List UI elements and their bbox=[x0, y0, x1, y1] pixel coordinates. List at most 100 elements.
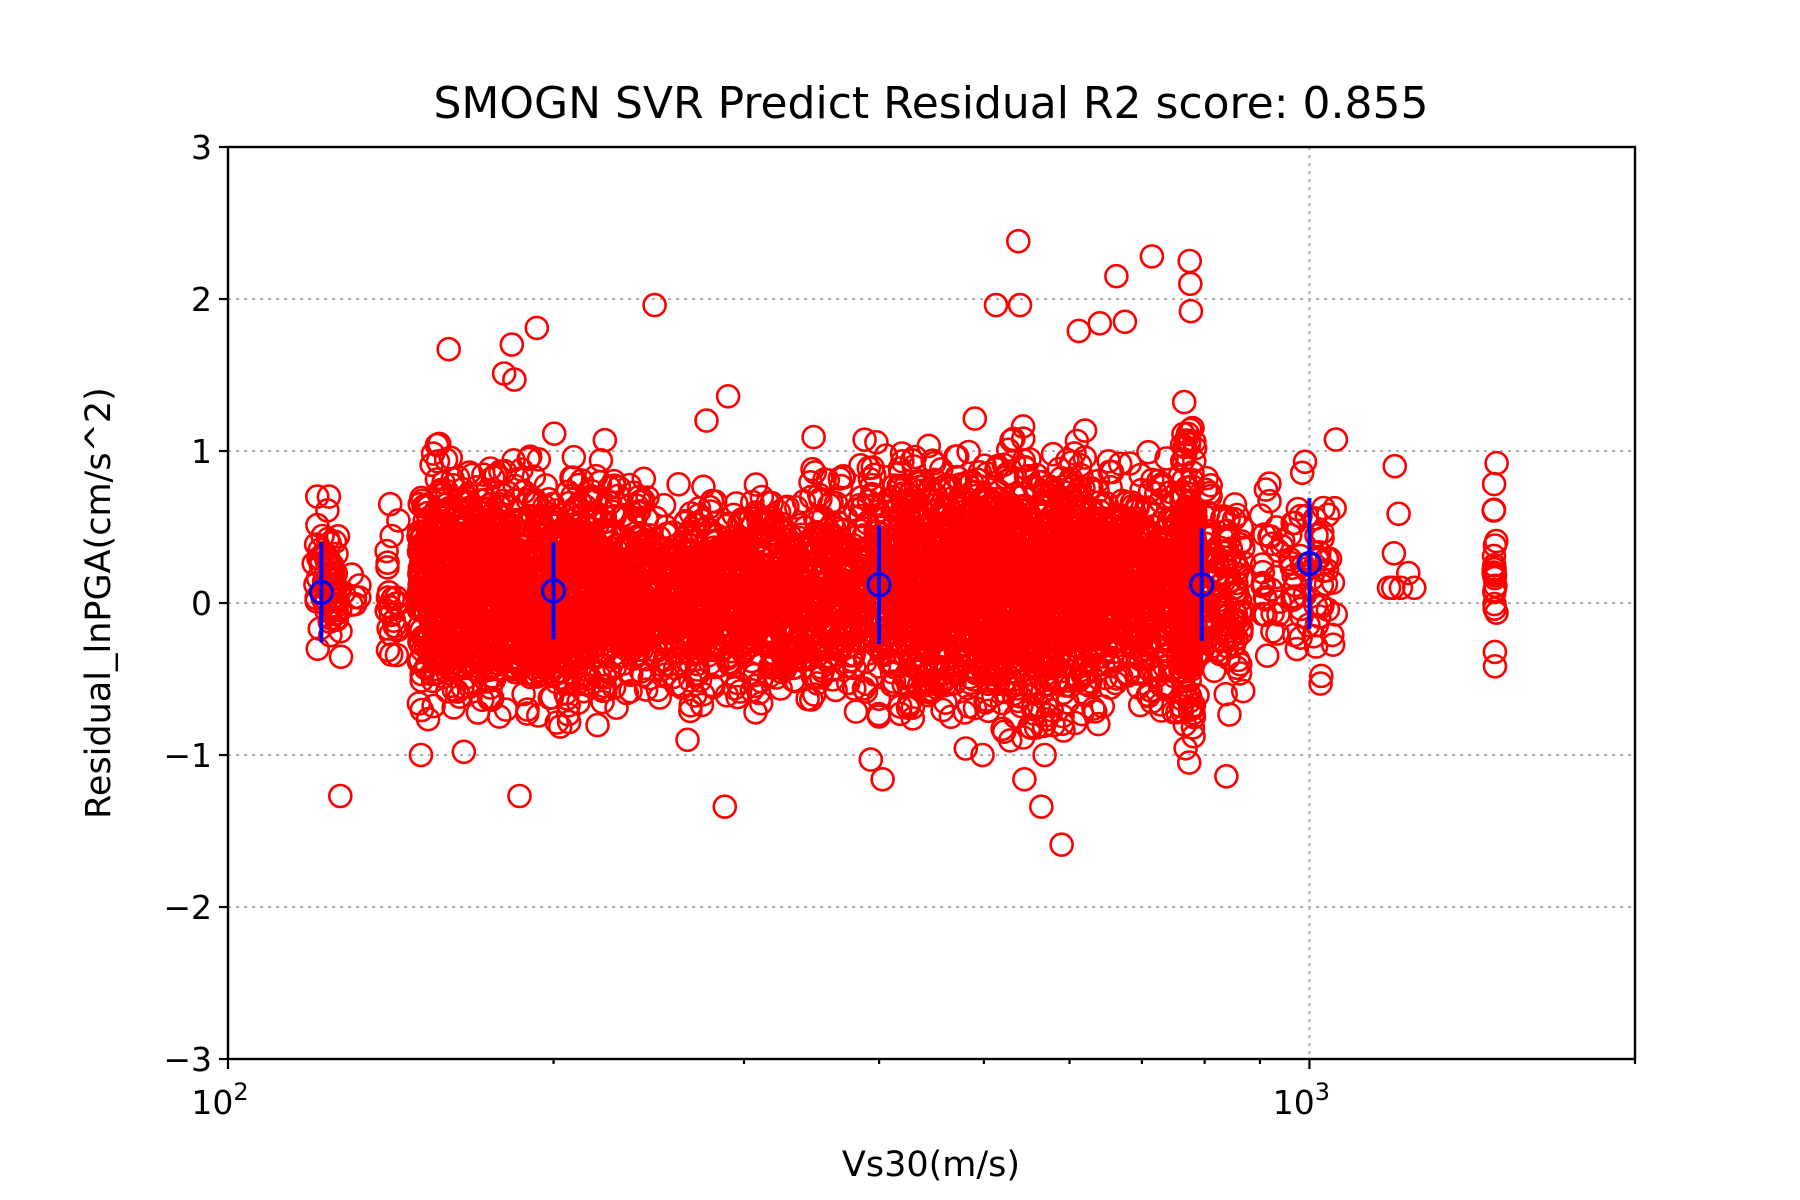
residual-point bbox=[632, 604, 658, 630]
residual-point bbox=[619, 533, 645, 559]
residual-point bbox=[438, 575, 463, 601]
residual-point bbox=[703, 594, 729, 620]
residual-point bbox=[881, 669, 907, 694]
residual-point bbox=[676, 602, 702, 628]
residual-point bbox=[472, 512, 497, 538]
residual-point bbox=[416, 505, 441, 531]
residual-point bbox=[492, 633, 518, 659]
residual-point bbox=[375, 637, 401, 663]
residual-point bbox=[770, 613, 795, 639]
residual-point bbox=[457, 674, 483, 700]
residual-point bbox=[424, 467, 450, 492]
residual-point bbox=[464, 619, 490, 644]
residual-point bbox=[661, 597, 687, 623]
residual-point bbox=[563, 655, 589, 680]
residual-point bbox=[743, 616, 769, 642]
residual-point bbox=[558, 578, 583, 604]
residual-point bbox=[501, 487, 527, 513]
residual-points bbox=[301, 228, 1509, 858]
residual-point bbox=[379, 523, 405, 549]
residual-point bbox=[615, 590, 641, 615]
residual-point bbox=[562, 535, 588, 561]
residual-point bbox=[579, 621, 605, 647]
residual-point bbox=[456, 460, 482, 485]
residual-point bbox=[444, 593, 470, 619]
residual-point bbox=[760, 513, 786, 539]
residual-point bbox=[421, 519, 447, 544]
residual-point bbox=[472, 590, 497, 615]
residual-point bbox=[316, 484, 342, 509]
residual-point bbox=[630, 617, 656, 643]
residual-point bbox=[853, 679, 879, 704]
residual-point bbox=[848, 452, 873, 478]
residual-point bbox=[506, 582, 532, 607]
residual-point bbox=[342, 591, 368, 617]
residual-point bbox=[684, 529, 709, 555]
residual-point bbox=[742, 662, 767, 688]
residual-point bbox=[652, 647, 678, 673]
residual-point bbox=[841, 676, 867, 701]
residual-point bbox=[844, 621, 869, 646]
residual-point bbox=[588, 447, 614, 473]
residual-point bbox=[459, 535, 485, 561]
residual-point bbox=[743, 472, 769, 497]
residual-point bbox=[325, 523, 351, 549]
residual-point bbox=[459, 462, 485, 488]
residual-point bbox=[645, 677, 671, 703]
residual-point bbox=[520, 587, 545, 613]
residual-point bbox=[769, 576, 795, 602]
residual-point bbox=[327, 597, 353, 623]
residual-point bbox=[575, 608, 601, 634]
residual-point bbox=[710, 581, 736, 607]
residual-point bbox=[697, 494, 723, 520]
residual-point bbox=[507, 648, 533, 674]
residual-point bbox=[609, 504, 634, 530]
residual-point bbox=[686, 496, 712, 521]
residual-point bbox=[592, 504, 618, 529]
residual-point bbox=[431, 543, 456, 568]
residual-point bbox=[457, 593, 483, 619]
residual-point bbox=[863, 534, 889, 559]
residual-point bbox=[346, 585, 372, 610]
residual-point bbox=[495, 629, 521, 654]
residual-point bbox=[451, 739, 477, 765]
residual-point bbox=[629, 637, 655, 663]
residual-point bbox=[823, 677, 848, 703]
residual-point bbox=[651, 492, 677, 518]
residual-point bbox=[836, 608, 862, 633]
residual-point bbox=[415, 706, 441, 732]
residual-point bbox=[862, 492, 888, 518]
residual-point bbox=[930, 697, 955, 723]
residual-point bbox=[470, 500, 496, 526]
residual-point bbox=[859, 472, 885, 498]
residual-point bbox=[490, 482, 516, 508]
residual-point bbox=[430, 589, 456, 614]
residual-point bbox=[498, 616, 523, 641]
residual-point bbox=[543, 653, 569, 679]
residual-point bbox=[728, 528, 754, 554]
residual-point bbox=[700, 630, 725, 656]
residual-point bbox=[430, 563, 455, 588]
residual-point bbox=[513, 661, 539, 686]
residual-point bbox=[565, 503, 591, 529]
residual-point bbox=[499, 656, 525, 682]
residual-point bbox=[691, 615, 717, 641]
residual-point bbox=[510, 512, 535, 538]
residual-point bbox=[834, 634, 860, 660]
residual-point bbox=[820, 667, 846, 692]
residual-point bbox=[679, 524, 705, 550]
residual-point bbox=[624, 632, 650, 658]
residual-point bbox=[375, 585, 401, 610]
residual-point bbox=[444, 567, 470, 592]
residual-point bbox=[1081, 696, 1106, 721]
residual-point bbox=[440, 472, 466, 498]
residual-point bbox=[653, 629, 679, 654]
residual-point bbox=[776, 527, 802, 553]
residual-point bbox=[450, 674, 475, 700]
residual-point bbox=[556, 621, 581, 647]
residual-point bbox=[1006, 688, 1031, 714]
residual-point bbox=[541, 421, 567, 447]
residual-point bbox=[414, 574, 440, 600]
residual-point bbox=[533, 473, 559, 498]
residual-point bbox=[739, 648, 765, 674]
